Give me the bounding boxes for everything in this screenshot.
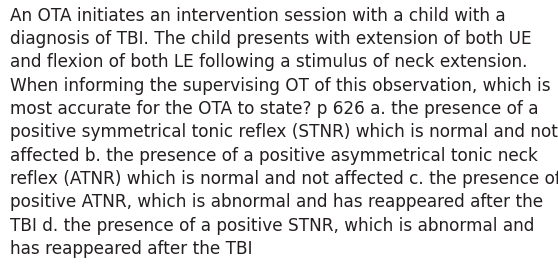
Text: An OTA initiates an intervention session with a child with a
diagnosis of TBI. T: An OTA initiates an intervention session… bbox=[10, 7, 558, 258]
